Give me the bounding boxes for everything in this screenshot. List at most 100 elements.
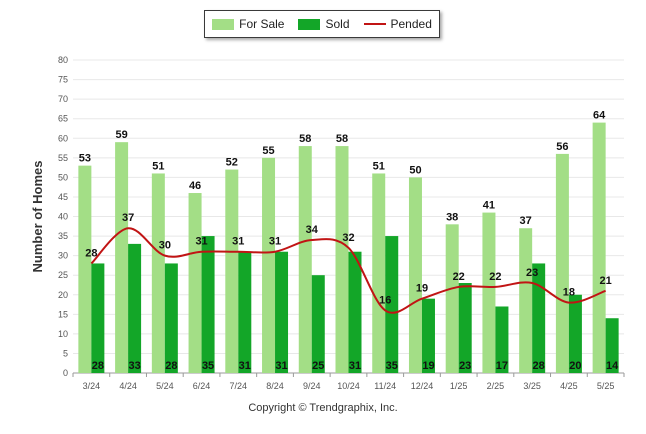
bar-for-sale	[298, 146, 312, 373]
data-label-sold: 28	[533, 360, 545, 372]
bar-sold	[201, 236, 215, 373]
y-tick-label: 35	[58, 231, 68, 241]
data-label-for-sale: 58	[299, 133, 311, 145]
data-label-pended: 30	[159, 240, 171, 252]
bar-for-sale	[335, 146, 349, 373]
y-tick-label: 25	[58, 270, 68, 280]
x-tick-label: 11/24	[374, 381, 396, 391]
y-tick-label: 10	[58, 329, 68, 339]
y-tick-label: 15	[58, 309, 68, 319]
data-label-for-sale: 41	[483, 200, 495, 212]
y-tick-label: 55	[58, 153, 68, 163]
data-label-sold: 17	[496, 360, 508, 372]
x-tick-label: 2/25	[487, 381, 505, 391]
x-tick-label: 5/25	[597, 381, 615, 391]
y-tick-label: 40	[58, 212, 68, 222]
y-tick-label: 75	[58, 75, 68, 85]
data-label-for-sale: 52	[226, 157, 238, 169]
data-label-pended: 31	[232, 236, 244, 248]
data-label-pended: 32	[342, 232, 354, 244]
data-label-for-sale: 58	[336, 133, 348, 145]
bar-for-sale	[519, 228, 533, 373]
bar-sold	[532, 263, 546, 373]
data-label-pended: 23	[526, 267, 538, 279]
data-label-for-sale: 46	[189, 180, 201, 192]
y-tick-label: 45	[58, 192, 68, 202]
legend-swatch-sold	[298, 18, 321, 30]
bar-for-sale	[408, 177, 422, 373]
bar-for-sale	[225, 169, 239, 373]
data-label-pended: 31	[195, 236, 207, 248]
bar-sold	[458, 283, 472, 373]
y-tick-label: 50	[58, 172, 68, 182]
data-label-pended: 18	[563, 287, 575, 299]
data-label-sold: 35	[202, 360, 214, 372]
data-label-for-sale: 56	[556, 141, 568, 153]
y-tick-label: 70	[58, 94, 68, 104]
y-tick-label: 20	[58, 290, 68, 300]
bar-for-sale	[115, 142, 129, 373]
y-tick-label: 80	[58, 55, 68, 65]
legend-item-pended: Pended	[363, 17, 432, 31]
data-label-sold: 31	[239, 360, 251, 372]
series-line-pended	[90, 227, 606, 314]
data-label-sold: 19	[422, 360, 434, 372]
data-label-for-sale: 53	[79, 153, 91, 165]
bar-for-sale	[151, 173, 165, 373]
bar-sold	[238, 251, 252, 373]
x-tick-label: 3/24	[83, 381, 101, 391]
data-label-for-sale: 55	[262, 145, 274, 157]
bar-sold	[421, 298, 435, 373]
y-tick-label: 5	[63, 348, 68, 358]
y-axis-title: Number of Homes	[30, 161, 45, 273]
legend-label-sold: Sold	[325, 17, 350, 31]
bar-for-sale	[555, 153, 569, 373]
copyright-text: Copyright © Trendgraphix, Inc.	[248, 402, 398, 414]
bar-for-sale	[592, 122, 606, 373]
data-label-sold: 20	[569, 360, 581, 372]
x-tick-label: 7/24	[230, 381, 248, 391]
data-label-pended: 16	[379, 294, 391, 306]
bar-sold	[568, 294, 582, 373]
x-tick-label: 3/25	[523, 381, 541, 391]
y-tick-label: 65	[58, 114, 68, 124]
bar-for-sale	[188, 193, 202, 373]
x-tick-label: 4/25	[560, 381, 578, 391]
x-tick-label: 6/24	[193, 381, 211, 391]
bar-sold	[164, 263, 178, 373]
data-label-pended: 28	[85, 247, 97, 259]
bar-for-sale	[445, 224, 459, 373]
data-label-sold: 31	[349, 360, 361, 372]
bar-for-sale	[262, 157, 276, 373]
bar-sold	[385, 236, 399, 373]
data-label-sold: 35	[386, 360, 398, 372]
x-tick-label: 1/25	[450, 381, 468, 391]
bar-for-sale	[78, 165, 92, 373]
data-label-sold: 28	[165, 360, 177, 372]
bar-for-sale	[482, 212, 496, 373]
data-label-pended: 22	[453, 271, 465, 283]
y-tick-label: 30	[58, 251, 68, 261]
bar-sold	[495, 306, 509, 373]
data-label-pended: 31	[269, 236, 281, 248]
chart-legend: For Sale Sold Pended	[204, 10, 440, 38]
data-label-sold: 23	[459, 360, 471, 372]
x-tick-label: 4/24	[119, 381, 137, 391]
data-label-for-sale: 51	[373, 160, 385, 172]
data-label-sold: 28	[92, 360, 104, 372]
x-tick-label: 10/24	[337, 381, 360, 391]
legend-label-for-sale: For Sale	[239, 17, 285, 31]
data-label-for-sale: 50	[409, 164, 421, 176]
data-label-for-sale: 38	[446, 211, 458, 223]
legend-label-pended: Pended	[390, 17, 432, 31]
data-label-pended: 37	[122, 212, 134, 224]
legend-item-sold: Sold	[298, 17, 350, 31]
data-label-pended: 19	[416, 283, 428, 295]
data-label-sold: 14	[606, 360, 619, 372]
y-tick-label: 0	[63, 368, 68, 378]
bar-sold	[311, 275, 325, 373]
data-label-pended: 21	[600, 275, 612, 287]
data-label-sold: 31	[275, 360, 287, 372]
